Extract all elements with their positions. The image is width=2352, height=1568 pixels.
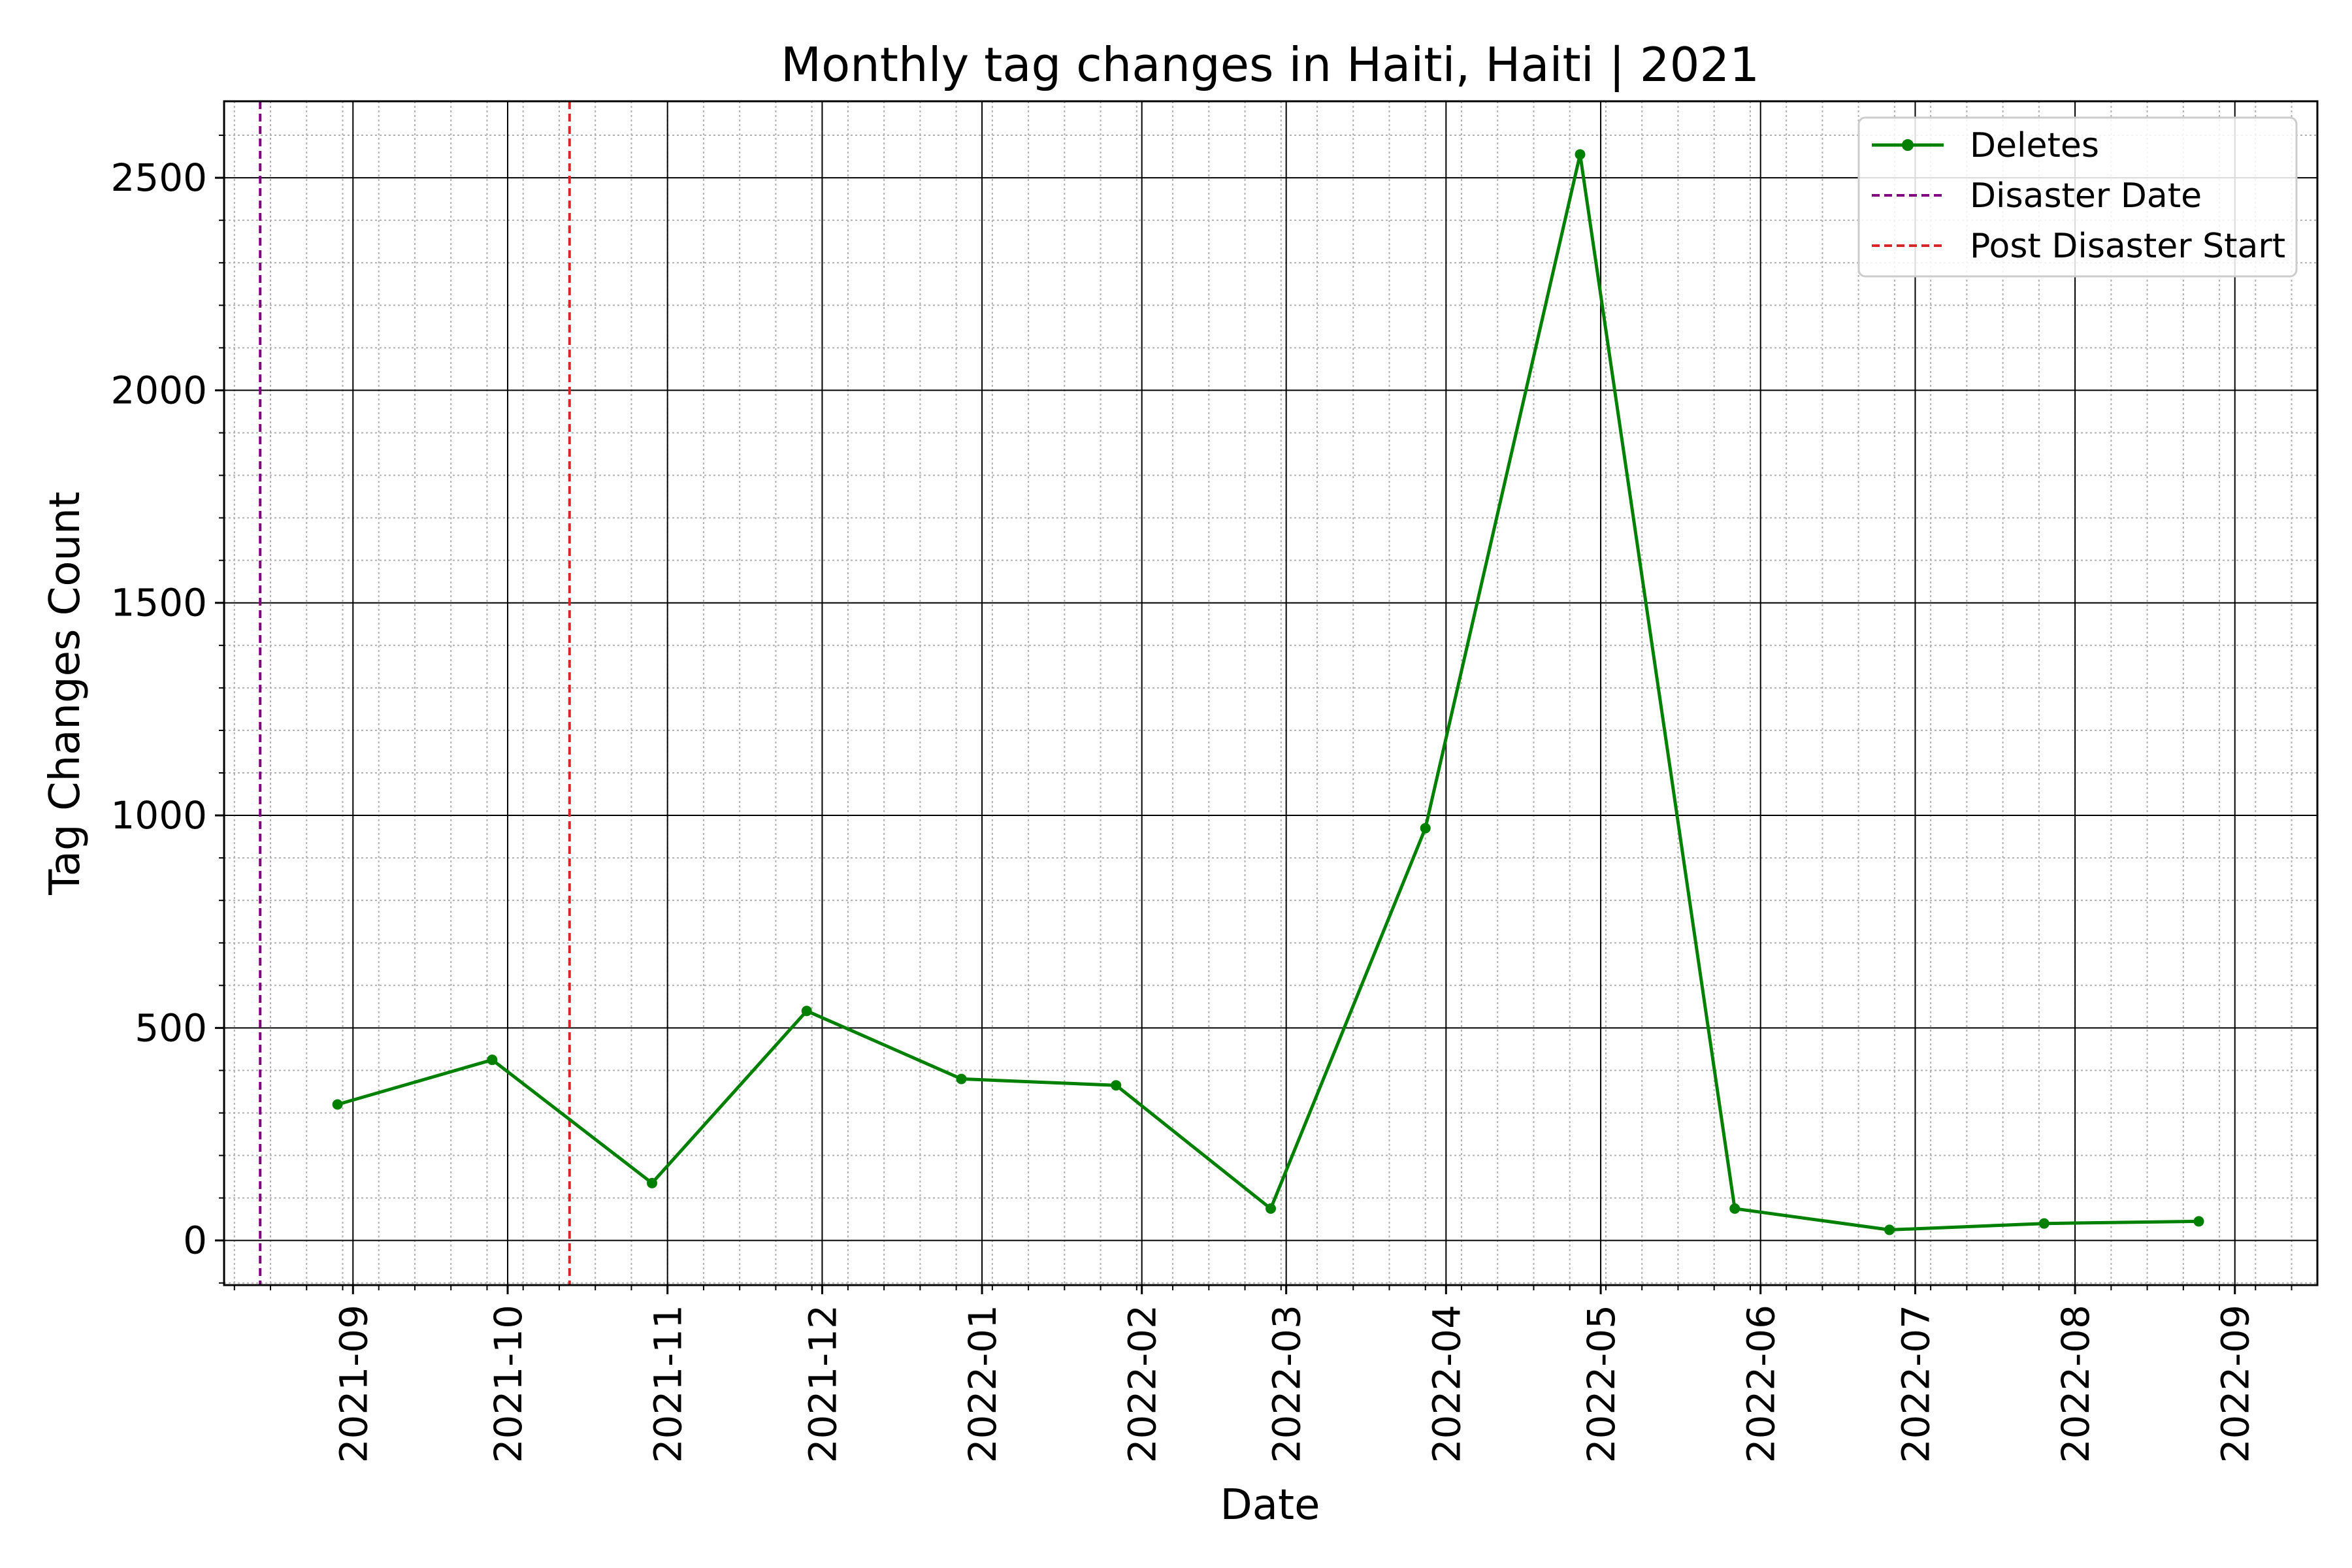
legend-disaster-date-label: Disaster Date: [1970, 176, 2202, 216]
x-tick-label: 2022-09: [2213, 1305, 2258, 1463]
deletes-data-point: [487, 1054, 498, 1066]
axis-ticks: [215, 135, 2293, 1294]
deletes-data-point: [2038, 1218, 2050, 1229]
x-tick-labels: 2021-09 2021-10 2021-11 2021-12 2022-01 2022-…: [331, 1305, 2257, 1463]
deletes-data-point: [1266, 1203, 1276, 1214]
deletes-data-point: [1111, 1080, 1122, 1091]
major-grid: [224, 101, 2317, 1285]
legend: Deletes Disaster Date Post Disaster Star…: [1857, 116, 2298, 278]
x-tick-label: 2022-06: [1739, 1305, 1784, 1463]
x-tick-label: 2022-07: [1893, 1305, 1938, 1463]
x-tick-label: 2021-09: [331, 1305, 376, 1463]
y-tick-label: 0: [183, 1218, 207, 1263]
x-tick-label: 2022-04: [1424, 1305, 1469, 1463]
y-tick-labels: 0 500 1000 1500 2000 2500: [110, 155, 207, 1263]
legend-deletes-label: Deletes: [1970, 126, 2099, 165]
deletes-data-point: [956, 1073, 967, 1085]
deletes-data-point: [332, 1099, 343, 1110]
deletes-data-point: [1729, 1203, 1740, 1214]
x-tick-label: 2022-02: [1120, 1305, 1165, 1463]
x-tick-label: 2022-05: [1579, 1305, 1624, 1463]
deletes-data-point: [1884, 1224, 1895, 1235]
legend-box: [1857, 116, 2298, 278]
x-tick-label: 2021-12: [800, 1305, 845, 1463]
x-tick-label: 2022-03: [1265, 1305, 1309, 1463]
chart-title: Monthly tag changes in Haiti, Haiti | 20…: [781, 37, 1759, 93]
x-axis-label: Date: [1220, 1481, 1320, 1529]
y-tick-label: 1000: [110, 793, 207, 838]
legend-deletes-marker-icon: [1902, 139, 1914, 151]
reference-lines: [259, 101, 571, 1285]
x-tick-label: 2022-01: [960, 1305, 1005, 1463]
legend-post-disaster-start-label: Post Disaster Start: [1970, 227, 2285, 266]
y-tick-label: 500: [135, 1005, 207, 1050]
y-tick-label: 2500: [110, 155, 207, 200]
deletes-data-point: [801, 1005, 812, 1017]
deletes-data-point: [2193, 1216, 2204, 1227]
x-tick-label: 2021-10: [486, 1305, 531, 1463]
series-layer: [332, 149, 2204, 1235]
plot-area-frame: [223, 100, 2319, 1286]
y-axis-label: Tag Changes Count: [41, 491, 90, 895]
x-tick-label: 2022-08: [2053, 1305, 2098, 1463]
y-tick-label: 2000: [110, 368, 207, 412]
x-tick-label: 2021-11: [646, 1305, 691, 1463]
y-tick-label: 1500: [110, 581, 207, 625]
deletes-data-point: [1420, 823, 1431, 834]
deletes-data-point: [1575, 149, 1586, 160]
deletes-data-point: [647, 1177, 658, 1188]
